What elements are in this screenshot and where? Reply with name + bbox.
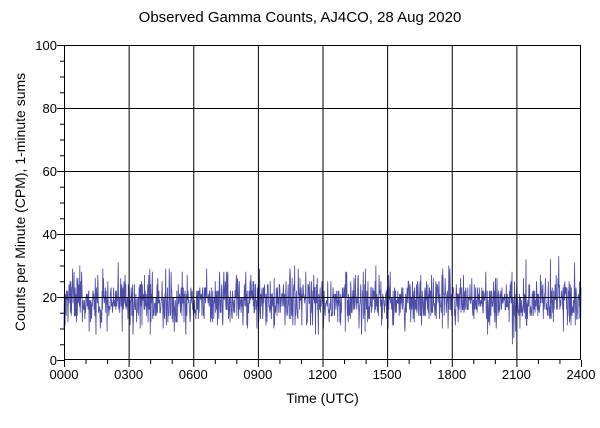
x-tick-label-2100: 2100: [501, 367, 531, 382]
x-tick-label-0300: 0300: [114, 367, 144, 382]
y-tick-label-100: 100: [35, 38, 57, 53]
y-tick-label-40: 40: [42, 227, 57, 242]
x-tick-label-1800: 1800: [437, 367, 467, 382]
y-tick-label-60: 60: [42, 164, 57, 179]
x-tick-label-0600: 0600: [178, 367, 208, 382]
y-tick-label-80: 80: [42, 101, 57, 116]
x-tick-label-0000: 0000: [49, 367, 79, 382]
tick-marks: [57, 45, 582, 367]
y-tick-label-0: 0: [49, 353, 57, 368]
x-tick-label-1200: 1200: [308, 367, 337, 382]
chart-title: Observed Gamma Counts, AJ4CO, 28 Aug 202…: [138, 9, 462, 26]
x-tick-label-0900: 0900: [243, 367, 273, 382]
x-tick-label-1500: 1500: [372, 367, 402, 382]
x-tick-label-2400: 2400: [566, 367, 596, 382]
x-axis-label: Time (UTC): [286, 390, 359, 406]
gridlines: [64, 45, 581, 360]
y-tick-label-20: 20: [42, 290, 57, 305]
plot-frame: [64, 45, 581, 360]
